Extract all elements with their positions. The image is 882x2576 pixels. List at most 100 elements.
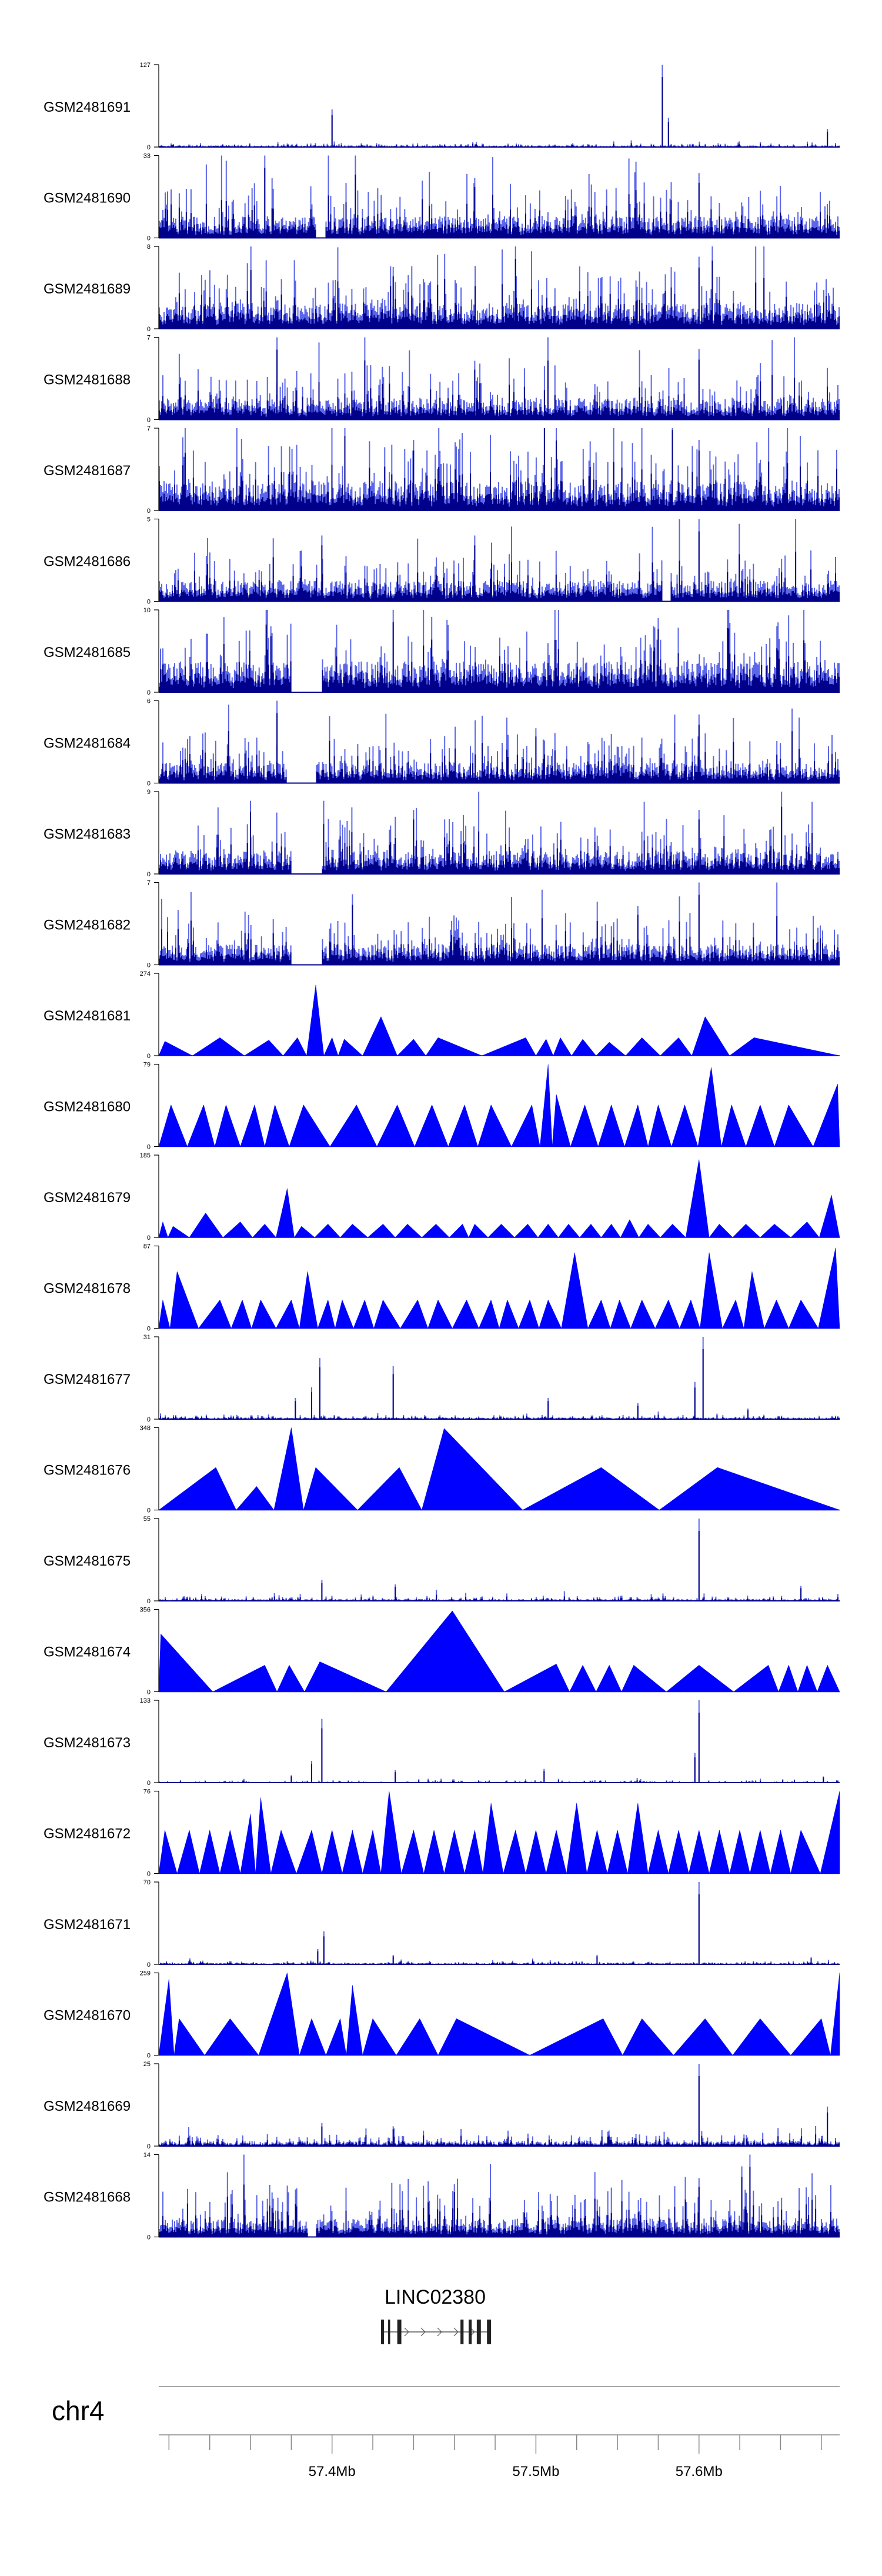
gene-exon [397, 2320, 402, 2344]
y-min-label: 0 [147, 1871, 151, 1878]
y-max-label: 6 [147, 698, 151, 705]
gene-exon [476, 2320, 481, 2344]
y-max-label: 356 [140, 1607, 151, 1614]
coverage-area [158, 1610, 840, 1693]
y-max-label: 31 [143, 1334, 151, 1341]
y-max-label: 274 [140, 970, 151, 977]
track-GSM2481678: GSM2481678 87 0 [44, 1243, 840, 1333]
track-GSM2481685: GSM2481685 10 0 [44, 607, 840, 696]
track-label: GSM2481689 [44, 281, 131, 297]
y-max-label: 55 [143, 1516, 151, 1523]
y-max-label: 25 [143, 2061, 151, 2068]
coverage-bars-dark [159, 531, 840, 602]
track-label: GSM2481680 [44, 1099, 131, 1115]
coverage-area [158, 1064, 840, 1147]
coverage-bars-dark [159, 1713, 840, 1783]
track-GSM2481672: GSM2481672 76 0 [44, 1788, 840, 1878]
track-GSM2481690: GSM2481690 33 0 [44, 153, 840, 242]
track-GSM2481683: GSM2481683 9 0 [44, 789, 840, 878]
track-label: GSM2481668 [44, 2190, 131, 2205]
gene-exon [468, 2320, 472, 2344]
track-GSM2481687: GSM2481687 7 0 [44, 425, 840, 515]
gene-strand-arrow [420, 2327, 426, 2337]
gene-strand-arrow [453, 2327, 459, 2337]
track-label: GSM2481687 [44, 463, 131, 479]
coverage-area [158, 985, 840, 1056]
x-tick-label: 57.5Mb [512, 2464, 559, 2480]
coverage-bars-dark [159, 77, 840, 147]
y-min-label: 0 [147, 417, 151, 424]
y-max-label: 87 [143, 1243, 151, 1250]
coverage-bars-dark [159, 1894, 840, 1964]
track-label: GSM2481683 [44, 826, 131, 842]
coverage-bars-dark [159, 2076, 840, 2146]
track-GSM2481674: GSM2481674 356 0 [44, 1607, 840, 1696]
y-min-label: 0 [147, 2234, 151, 2241]
track-label: GSM2481676 [44, 1463, 131, 1479]
track-GSM2481677: GSM2481677 31 0 [44, 1334, 840, 1423]
y-min-label: 0 [147, 1598, 151, 1605]
track-label: GSM2481674 [44, 1644, 131, 1660]
y-min-label: 0 [147, 1416, 151, 1423]
track-GSM2481670: GSM2481670 259 0 [44, 1970, 840, 2060]
coverage-bars-dark [159, 428, 840, 510]
coverage-bars-dark [159, 1531, 840, 1601]
coverage-bars-dark [159, 168, 840, 238]
y-min-label: 0 [147, 780, 151, 788]
coverage-area [158, 1159, 840, 1238]
y-min-label: 0 [147, 235, 151, 242]
coverage-bars-dark [159, 895, 840, 965]
y-min-label: 0 [147, 871, 151, 878]
chromosome-label: chr4 [52, 2395, 104, 2426]
track-GSM2481673: GSM2481673 133 0 [44, 1697, 840, 1787]
y-max-label: 70 [143, 1879, 151, 1886]
coverage-bars-dark [159, 349, 840, 420]
track-GSM2481671: GSM2481671 70 0 [44, 1879, 840, 1968]
coverage-bars-light [159, 1519, 840, 1601]
track-GSM2481679: GSM2481679 185 0 [44, 1152, 840, 1242]
coverage-bars-light [159, 65, 840, 147]
y-min-label: 0 [147, 326, 151, 333]
gene-label: LINC02380 [385, 2286, 486, 2308]
x-tick-label: 57.6Mb [676, 2464, 723, 2480]
gene-exon [487, 2320, 492, 2344]
track-GSM2481688: GSM2481688 7 0 [44, 335, 840, 424]
coverage-bars-light [159, 2154, 840, 2237]
y-min-label: 0 [147, 2143, 151, 2150]
y-max-label: 5 [147, 516, 151, 523]
y-max-label: 10 [143, 607, 151, 614]
track-label: GSM2481690 [44, 191, 131, 206]
track-label: GSM2481670 [44, 2008, 131, 2024]
coverage-area [158, 1791, 840, 1874]
gene-exon [380, 2320, 385, 2344]
coverage-bars-light [159, 792, 840, 874]
y-min-label: 0 [147, 1326, 151, 1333]
coverage-bars-dark [159, 259, 840, 329]
gene-strand-arrow [404, 2327, 409, 2337]
gene-strand-arrow [470, 2327, 475, 2337]
coverage-bars-dark [159, 2167, 840, 2237]
y-min-label: 0 [147, 1780, 151, 1787]
coverage-area [158, 1973, 840, 2056]
track-label: GSM2481677 [44, 1372, 131, 1387]
coverage-bars-light [159, 1337, 840, 1419]
y-max-label: 7 [147, 880, 151, 887]
track-label: GSM2481691 [44, 99, 131, 115]
y-max-label: 14 [143, 2152, 151, 2159]
track-label: GSM2481688 [44, 372, 131, 388]
y-min-label: 0 [147, 599, 151, 606]
gene-annotation: LINC02380 [380, 2286, 492, 2344]
track-GSM2481686: GSM2481686 5 0 [44, 516, 840, 606]
y-min-label: 0 [147, 1234, 151, 1242]
coverage-bars-light [159, 1882, 840, 1964]
gene-exon [388, 2320, 390, 2344]
y-max-label: 79 [143, 1062, 151, 1069]
y-min-label: 0 [147, 508, 151, 515]
y-max-label: 9 [147, 789, 151, 796]
y-min-label: 0 [147, 144, 151, 151]
track-GSM2481681: GSM2481681 274 0 [44, 970, 840, 1060]
coverage-bars-dark [159, 1349, 840, 1419]
gene-strand-arrow [437, 2327, 442, 2337]
tracks-group: GSM24816911270GSM2481690330GSM248168980G… [44, 62, 840, 2241]
coverage-bars-light [159, 2064, 840, 2146]
